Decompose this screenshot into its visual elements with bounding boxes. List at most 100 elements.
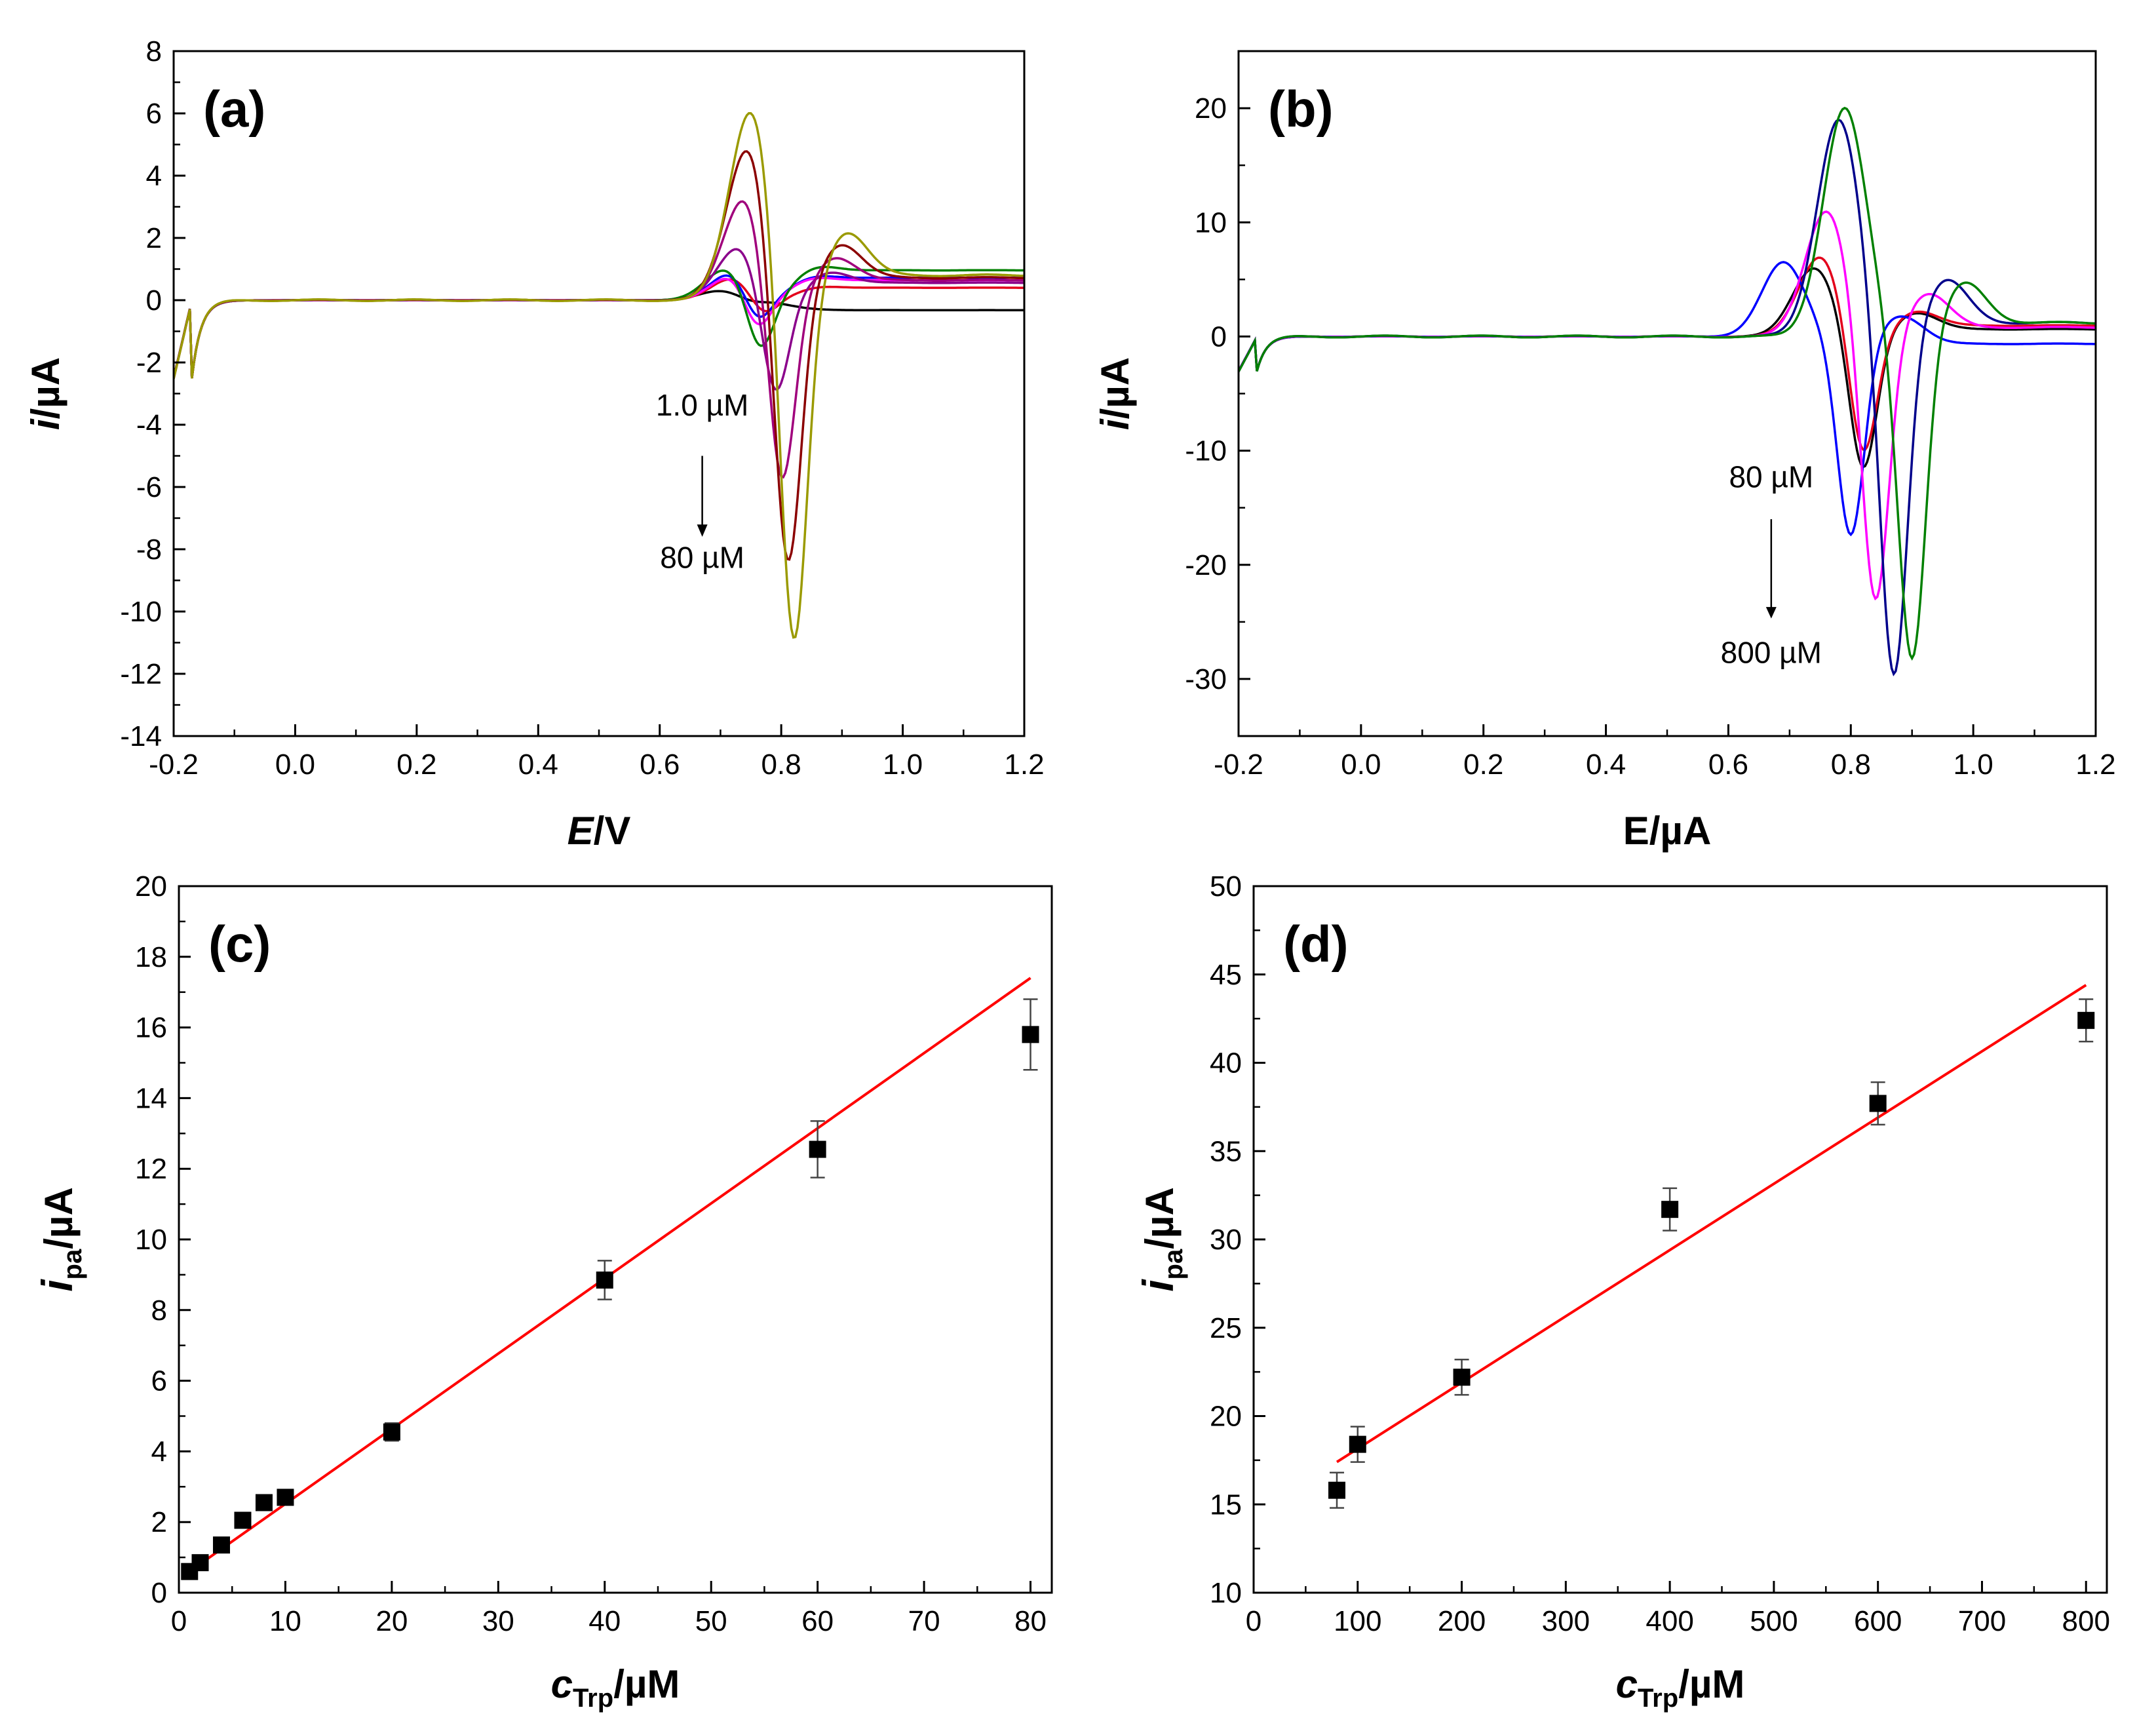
x-tick-label: 20 — [375, 1605, 408, 1637]
data-point — [2077, 1011, 2095, 1029]
y-axis-title-italic: i — [1093, 418, 1137, 430]
y-axis-title: ipa/µA — [33, 1187, 87, 1292]
series-line — [1239, 261, 2096, 537]
data-point — [809, 1140, 826, 1158]
annotation-arrow-head — [697, 524, 708, 537]
y-tick-label: 18 — [135, 941, 167, 973]
y-axis-title: i/µA — [1093, 357, 1137, 430]
panel-d: 0 100 200 300 400 500 600 700 800 10 15 20 25 30 35 40 4… — [1134, 870, 2110, 1713]
y-tick-label: 25 — [1210, 1312, 1242, 1344]
x-tick-label: 500 — [1750, 1605, 1798, 1637]
data-point — [1453, 1369, 1471, 1386]
y-tick-label: 30 — [1210, 1224, 1242, 1256]
x-tick-label: 700 — [1958, 1605, 2006, 1637]
panel-b: -0.2 0.0 0.2 0.4 0.6 0.8 1.0 1.2 -30 -20 -10 0 10 20 (… — [1093, 50, 2116, 853]
x-tick-label: 1.0 — [1954, 749, 1993, 781]
x-tick-label: 10 — [269, 1605, 301, 1637]
x-tick-label: 80 — [1014, 1605, 1047, 1637]
plot-frame — [1237, 50, 2097, 737]
x-tick-label: 0.8 — [1831, 749, 1871, 781]
series-line — [1239, 210, 2096, 601]
series-line — [1239, 106, 2096, 661]
x-axis-title-rest: /V — [594, 809, 631, 853]
series-group — [1239, 106, 2096, 676]
plot-frame — [172, 50, 1026, 737]
x-tick-label: -0.2 — [1214, 749, 1263, 781]
panel-c: 0 10 20 30 40 50 60 70 80 0 2 4 6 8 10 12 14 16 18 20 (c) cTr… — [33, 870, 1053, 1713]
x-axis-title: cTrp/µM — [551, 1662, 680, 1713]
panel-label: (c) — [208, 915, 271, 973]
y-tick-label: 10 — [1195, 206, 1227, 239]
fit-line — [1336, 984, 2087, 1464]
panel-label: (b) — [1268, 80, 1334, 138]
x-tick-label: 600 — [1854, 1605, 1902, 1637]
data-point — [1661, 1201, 1679, 1218]
y-tick-label: 8 — [146, 35, 162, 68]
annotation-end: 80 µM — [660, 541, 744, 575]
data-point — [212, 1536, 230, 1554]
y-tick-label: 4 — [146, 160, 162, 192]
x-tick-label: 1.2 — [2075, 749, 2115, 781]
y-tick-label: 45 — [1210, 959, 1242, 991]
x-axis-title-sub: Trp — [573, 1684, 613, 1713]
x-tick-label: 0.0 — [1341, 749, 1381, 781]
annotation-start: 80 µM — [1729, 459, 1813, 494]
x-tick-label: 0 — [1246, 1605, 1261, 1637]
series-line — [1239, 118, 2096, 676]
y-tick-label: 0 — [1211, 321, 1227, 353]
x-tick-label: 40 — [588, 1605, 621, 1637]
series-line — [174, 274, 1024, 379]
y-tick-label: 20 — [1195, 92, 1227, 125]
data-point — [234, 1511, 252, 1529]
annotation-end: 800 µM — [1721, 636, 1822, 670]
y-tick-label: 40 — [1210, 1047, 1242, 1079]
x-axis-title: E/V — [568, 809, 631, 853]
y-axis-title: i/µA — [24, 357, 67, 430]
x-axis-title-sub: Trp — [1638, 1684, 1678, 1713]
x-tick-label: 0.6 — [640, 749, 680, 781]
data-point — [191, 1554, 209, 1572]
panel-a: -0.2 0.0 0.2 0.4 0.6 0.8 1.0 1.2 -14 -12 -10 -8 -6 -4… — [24, 35, 1045, 853]
x-tick-label: -0.2 — [149, 749, 199, 781]
series-line — [174, 150, 1024, 561]
x-tick-label: 800 — [2062, 1605, 2110, 1637]
x-tick-label: 60 — [801, 1605, 834, 1637]
series-line — [1239, 256, 2096, 452]
y-axis-title-italic: i — [33, 1279, 81, 1292]
x-axis-title-italic: c — [1616, 1662, 1638, 1706]
x-tick-label: 70 — [908, 1605, 940, 1637]
data-point — [255, 1494, 273, 1511]
x-tick-label: 30 — [482, 1605, 514, 1637]
panel-label: (d) — [1283, 915, 1349, 973]
y-tick-label: -20 — [1185, 549, 1227, 581]
series-line — [174, 200, 1024, 479]
series-line — [174, 278, 1024, 379]
data-point — [596, 1271, 613, 1289]
x-axis-title: E/µA — [1623, 809, 1712, 853]
y-axis-title-sub: pa — [58, 1249, 87, 1279]
y-tick-label: -12 — [120, 658, 162, 690]
series-line — [174, 290, 1024, 379]
x-tick-label: 0.8 — [761, 749, 801, 781]
y-tick-label: 0 — [146, 284, 162, 317]
x-tick-label: 200 — [1438, 1605, 1486, 1637]
x-axis-title: cTrp/µM — [1616, 1662, 1745, 1713]
y-tick-label: 50 — [1210, 870, 1242, 903]
y-tick-label: -4 — [136, 409, 162, 441]
y-tick-label: 6 — [151, 1365, 167, 1397]
data-point — [1869, 1095, 1887, 1112]
y-tick-label: 20 — [135, 870, 167, 903]
y-tick-label: 2 — [146, 222, 162, 254]
x-tick-label: 100 — [1334, 1605, 1381, 1637]
y-axis-title-italic: i — [24, 418, 67, 430]
x-tick-label: 0.4 — [518, 749, 558, 781]
x-axis-title-italic: E — [568, 809, 595, 853]
x-axis-title-italic: c — [551, 1662, 573, 1706]
data-point — [1022, 1026, 1039, 1043]
series-line — [174, 277, 1024, 379]
y-tick-label: -14 — [120, 720, 162, 752]
series-line — [174, 112, 1024, 639]
y-tick-label: -10 — [120, 596, 162, 628]
x-tick-label: 0 — [171, 1605, 187, 1637]
